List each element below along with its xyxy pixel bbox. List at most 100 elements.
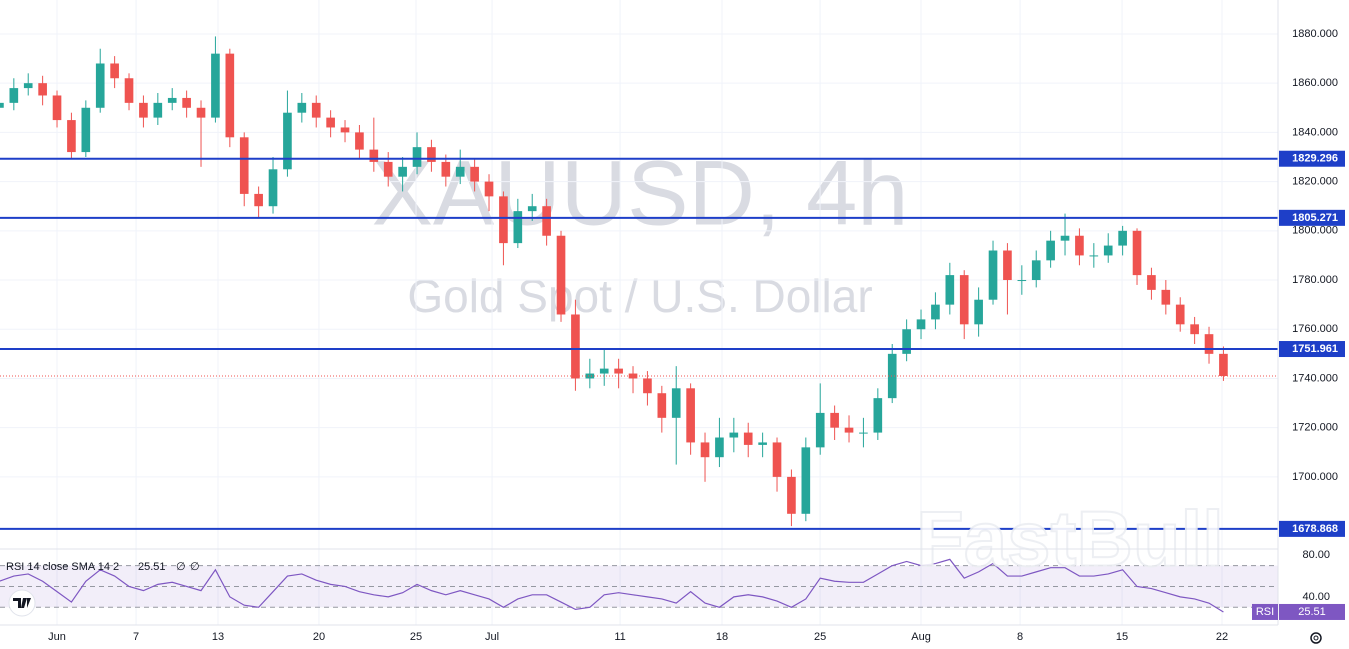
candle-body [988,250,998,300]
x-tick-label: 22 [1216,631,1228,643]
y-tick-label: 1760.000 [1292,323,1338,335]
candle-body [1075,235,1084,256]
candle-body [369,149,379,162]
candle-body [556,235,566,315]
candle-body [441,161,451,177]
rsi-value: 25.51 [138,561,166,573]
rsi-title: RSI 14 close SMA 14 2 [6,561,119,573]
y-tick-label: 1800.000 [1292,225,1338,237]
x-tick-label: 25 [814,631,826,643]
x-tick-label: 18 [716,631,728,643]
logo [8,589,36,617]
candle-body [9,88,19,103]
candle-body [153,102,163,118]
level-label-box [1279,341,1345,358]
candle-body [1089,255,1099,257]
candle-body [340,127,350,133]
candle-body [484,181,494,197]
candle-body [268,169,278,207]
x-tick-label: 25 [410,631,422,643]
candle-body [844,427,854,433]
candle-body [0,102,4,108]
y-tick-label: 1740.000 [1292,372,1338,384]
candle-body [931,304,940,320]
candle-body [772,442,782,477]
x-tick-label: 20 [313,631,325,643]
candle-body [743,432,753,445]
rsi-tick-label: 80.00 [1302,549,1330,561]
candle-body [787,476,796,514]
candle-body [700,442,710,458]
candle-body [95,63,105,108]
candle-body [311,102,321,118]
candle-body [1161,289,1171,305]
candle-body [23,83,33,89]
rsi-label-box [1252,603,1278,620]
candle-body [571,314,580,379]
candle-body [326,117,335,128]
candle-body [196,107,206,118]
status-icon: ∅ [190,561,200,573]
candle-body [355,132,364,150]
candle-body [585,373,595,379]
candle-body [254,193,263,207]
candle-body [211,53,220,118]
y-tick-label: 1880.000 [1292,28,1338,40]
watermark: XAUUSD, 4h [372,142,909,244]
candle-body [1103,245,1113,256]
candle-body [916,319,926,330]
candle-body [225,53,235,138]
y-tick-label: 1860.000 [1292,77,1338,89]
level-label: 1751.961 [1292,343,1338,355]
candle-body [859,432,868,434]
candle-body [38,83,47,96]
level-label-box [1279,150,1345,167]
candle-body [398,166,407,177]
candle-body [657,393,667,418]
candle-body [1132,230,1142,276]
rsi-tick-label: 40.00 [1302,591,1330,603]
candle-body [110,63,119,79]
rsi-axis-name: RSI [1256,606,1274,618]
candle-body [499,196,508,244]
candle-body [1046,240,1055,261]
candle-body [873,398,883,433]
candle-body [283,112,292,170]
candle-body [945,275,955,305]
candle-body [383,161,393,177]
settings-icon[interactable] [1310,632,1322,644]
brand-watermark: FastBull [916,495,1224,583]
candle-body [182,97,191,108]
candle-body [167,97,177,103]
x-tick-label: 15 [1116,631,1128,643]
x-tick-label: Jun [48,631,66,643]
candle-body [1118,230,1127,246]
level-label-box [1279,520,1345,537]
candle-body [671,388,681,418]
candle-body [412,147,422,167]
candle-body [729,432,739,438]
x-tick-label: 13 [212,631,224,643]
y-tick-label: 1720.000 [1292,422,1338,434]
candle-body [1190,324,1199,335]
candle-body [1017,280,1027,282]
x-tick-label: 7 [133,631,139,643]
candle-body [1219,353,1228,376]
candle-body [643,378,652,394]
candle-body [1175,304,1185,325]
candle-body [297,102,307,113]
candle-body [887,353,897,399]
x-tick-label: 11 [614,631,625,643]
rsi-axis-value: 25.51 [1298,606,1326,618]
candle-body [830,412,839,428]
candle-body [455,166,465,177]
x-tick-label: Aug [911,631,931,643]
candle-body [52,95,62,121]
candle-body [1031,260,1041,281]
candle-body [427,147,436,162]
candle-body [81,107,91,153]
status-icon: ∅ [176,561,186,573]
y-tick-label: 1700.000 [1292,471,1338,483]
y-tick-label: 1840.000 [1292,126,1338,138]
